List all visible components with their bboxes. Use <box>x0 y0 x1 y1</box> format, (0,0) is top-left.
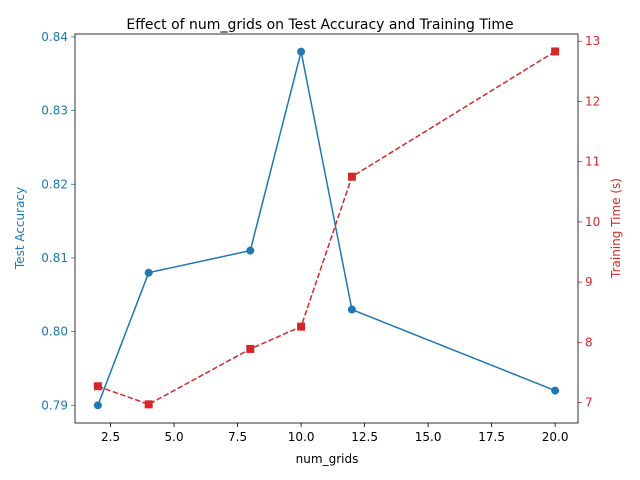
training-time-point <box>246 344 255 353</box>
x-tick-label: 5.0 <box>165 430 184 444</box>
left-y-tick-label: 0.82 <box>41 177 68 191</box>
accuracy-point <box>144 268 153 277</box>
plot-frame <box>74 33 579 424</box>
chart-title: Effect of num_grids on Test Accuracy and… <box>126 17 513 33</box>
training-time-point <box>144 400 153 409</box>
right-y-axis-label: Training Time (s) <box>609 178 623 279</box>
training-time-point <box>297 322 306 331</box>
x-tick-label: 15.0 <box>415 430 442 444</box>
right-y-tick-label: 8 <box>585 335 593 349</box>
series-line-training-time <box>97 50 556 406</box>
right-y-tick-label: 12 <box>585 94 600 108</box>
axis-ticks: 2.5 5.0 7.5 10.0 12.5 15.0 17.5 20.0 0.79 0.80 0.8… <box>41 30 600 444</box>
right-y-tick-label: 13 <box>585 34 600 48</box>
left-y-axis-label: Test Accuracy <box>13 187 27 270</box>
x-tick-label: 10.0 <box>288 430 315 444</box>
left-y-tick-label: 0.79 <box>41 398 68 412</box>
x-tick-label: 2.5 <box>101 430 120 444</box>
right-y-tick-label: 11 <box>585 155 600 169</box>
training-time-point <box>347 172 356 181</box>
training-time-point <box>93 382 102 391</box>
x-tick-label: 20.0 <box>542 430 569 444</box>
x-tick-label: 12.5 <box>351 430 378 444</box>
series-line-test-accuracy <box>97 51 556 406</box>
left-y-tick-label: 0.80 <box>41 325 68 339</box>
right-y-tick-label: 7 <box>585 396 593 410</box>
left-y-tick-label: 0.81 <box>41 251 68 265</box>
x-tick-label: 7.5 <box>228 430 247 444</box>
x-tick-label: 17.5 <box>478 430 505 444</box>
accuracy-point <box>551 386 560 395</box>
x-axis-label: num_grids <box>296 452 359 466</box>
accuracy-point <box>347 305 356 314</box>
series-marks <box>93 47 560 410</box>
training-time-point <box>551 47 560 56</box>
right-y-tick-label: 9 <box>585 275 593 289</box>
accuracy-point <box>93 401 102 410</box>
left-y-tick-label: 0.84 <box>41 30 68 44</box>
accuracy-point <box>297 47 306 56</box>
right-y-tick-label: 10 <box>585 215 600 229</box>
accuracy-point <box>246 246 255 255</box>
left-y-tick-label: 0.83 <box>41 104 68 118</box>
